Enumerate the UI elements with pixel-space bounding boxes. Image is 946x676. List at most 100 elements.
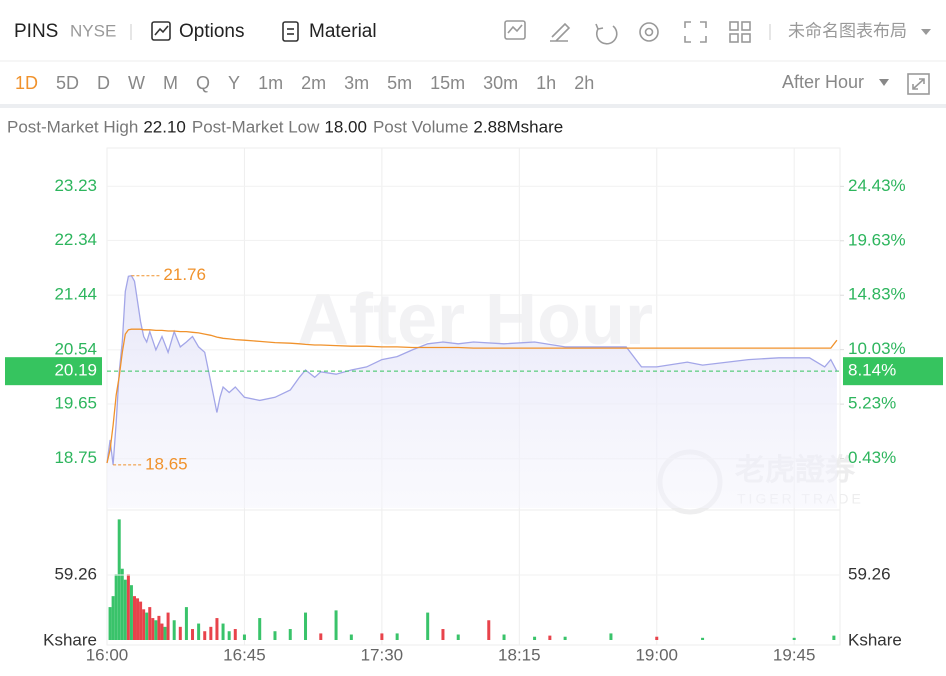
layout-name[interactable]: 未命名图表布局: [788, 21, 907, 40]
volume-bar: [139, 601, 143, 640]
volume-bar: [242, 634, 246, 640]
volume-bar: [221, 623, 225, 640]
stat-value: 18.00: [324, 117, 367, 136]
settings-icon[interactable]: [639, 22, 659, 42]
volume-bar: [441, 629, 445, 640]
volume-bar: [154, 620, 158, 640]
volume-bar: [163, 626, 167, 640]
period-tab[interactable]: 2h: [574, 73, 594, 93]
annotation-label: 21.76: [163, 265, 206, 284]
stat-label: Post-Market High: [7, 117, 138, 136]
period-tab[interactable]: 3m: [344, 73, 369, 93]
x-tick-label: 19:00: [635, 645, 678, 664]
indicator-icon[interactable]: [504, 20, 526, 40]
volume-bar: [184, 607, 188, 640]
volume-tick-label-right: 59.26: [848, 565, 891, 584]
period-tab[interactable]: 5m: [387, 73, 412, 93]
volume-bar: [166, 612, 170, 640]
period-tab[interactable]: 1m: [258, 73, 283, 93]
reset-icon[interactable]: [595, 23, 618, 45]
material-button[interactable]: Material: [282, 21, 377, 42]
last-price-box: [5, 357, 102, 386]
last-change-box: [843, 357, 943, 386]
fullscreen-icon[interactable]: [684, 21, 707, 43]
stat-value: 22.10: [143, 117, 186, 136]
stat-value: 2.88Mshare: [473, 117, 563, 136]
draw-icon[interactable]: [550, 22, 571, 42]
period-tab[interactable]: 1D: [15, 73, 38, 93]
volume-tick-label: 59.26: [54, 565, 97, 584]
y-tick-label: 19.65: [54, 393, 97, 412]
x-tick-label: 19:45: [773, 645, 816, 664]
session-label[interactable]: After Hour: [782, 72, 864, 92]
options-icon: [151, 21, 171, 41]
volume-bar: [172, 620, 176, 640]
y-tick-label: 20.54: [54, 339, 97, 358]
divider: [0, 104, 946, 108]
x-tick-label: 17:30: [361, 645, 404, 664]
volume-bar: [701, 637, 705, 640]
volume-bar: [111, 596, 115, 640]
toolbar: PINS NYSE Options Material 未: [14, 20, 931, 45]
volume-bar: [227, 631, 231, 640]
volume-bar: [258, 618, 262, 640]
tool-icons: [504, 20, 751, 45]
volume-bar: [288, 629, 292, 640]
period-tab[interactable]: M: [163, 73, 178, 93]
stat-label: Post Volume: [373, 117, 468, 136]
options-icon-line: [154, 25, 169, 36]
period-tab[interactable]: W: [128, 73, 145, 93]
period-tab[interactable]: 5D: [56, 73, 79, 93]
volume-bar: [502, 634, 506, 640]
volume-bar: [832, 635, 836, 640]
layout-icon[interactable]: [729, 21, 739, 31]
y2-tick-label: 5.23%: [848, 394, 896, 413]
x-tick-label: 16:45: [223, 645, 266, 664]
volume-unit-right: Kshare: [848, 630, 902, 649]
last-price-label: 20.19: [54, 361, 97, 380]
layout-dropdown[interactable]: [921, 29, 931, 35]
period-tab[interactable]: 2m: [301, 73, 326, 93]
volume-bar: [233, 629, 237, 640]
material-label[interactable]: Material: [309, 21, 377, 42]
period-tab[interactable]: Q: [196, 73, 210, 93]
period-tab[interactable]: 1h: [536, 73, 556, 93]
volume-bar: [191, 629, 195, 640]
expand-button[interactable]: [907, 73, 930, 95]
price-line: [106, 274, 838, 465]
period-tab[interactable]: 30m: [483, 73, 518, 93]
layout-icon: [741, 21, 751, 31]
session-selector[interactable]: After Hour: [782, 72, 889, 92]
settings-icon-center: [644, 27, 654, 37]
volume-bar: [334, 610, 338, 640]
price-area: [107, 275, 837, 508]
volume-bar: [215, 618, 219, 640]
volume-bar: [380, 633, 384, 640]
volume-bar: [123, 579, 127, 640]
period-tab[interactable]: 15m: [430, 73, 465, 93]
volume-bar: [197, 623, 201, 640]
x-tick-label: 16:00: [86, 645, 129, 664]
symbol: PINS: [14, 21, 58, 42]
material-icon: [282, 21, 299, 42]
volume-bar: [148, 607, 152, 640]
y2-tick-label: 14.83%: [848, 285, 906, 304]
volume-bar: [203, 631, 207, 640]
period-tab[interactable]: D: [97, 73, 110, 93]
volume-bar: [792, 637, 796, 640]
y-tick-label: 23.23: [54, 176, 97, 195]
volume-bar: [655, 636, 659, 640]
volume-bar: [319, 633, 323, 640]
volume-bar: [108, 607, 112, 640]
volume-bar: [142, 609, 146, 640]
volume-bar: [157, 615, 161, 640]
volume-bar: [209, 626, 213, 640]
volume-bar: [563, 636, 567, 640]
period-tab[interactable]: Y: [228, 73, 240, 93]
options-button[interactable]: Options: [151, 21, 244, 42]
volume-bar: [609, 633, 613, 640]
y2-tick-label: 19.63%: [848, 230, 906, 249]
volume-bar: [117, 519, 121, 640]
options-label[interactable]: Options: [179, 21, 244, 42]
